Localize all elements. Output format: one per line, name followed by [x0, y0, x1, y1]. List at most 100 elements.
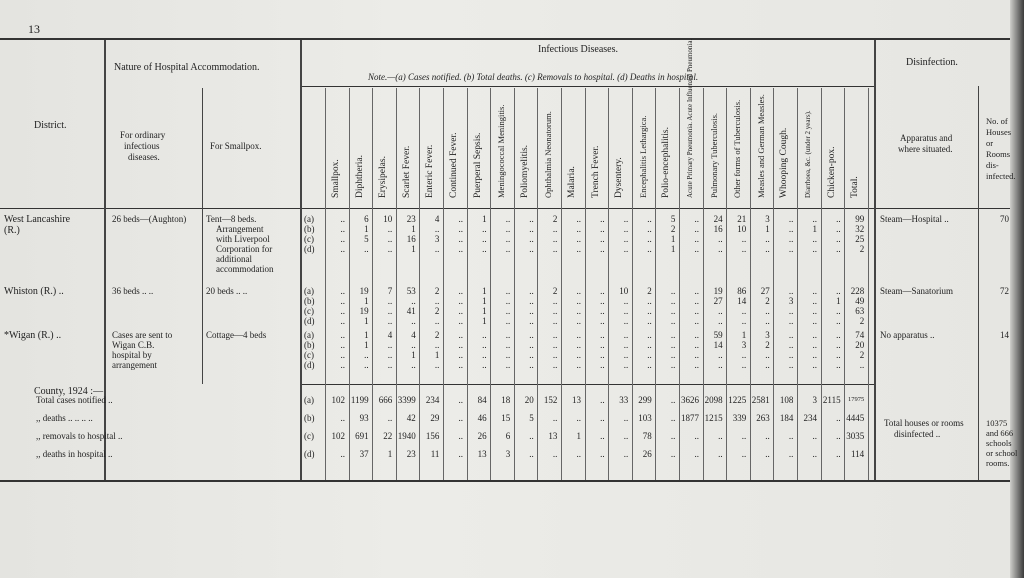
table-cell: ..: [434, 296, 440, 306]
table-cell: ..: [552, 413, 558, 423]
table-cell: 20: [524, 395, 534, 405]
table-cell: ..: [836, 234, 841, 244]
table-cell: 234: [803, 413, 818, 423]
table-cell: ..: [788, 360, 794, 370]
rule-infectious: [300, 40, 302, 480]
table-cell: 99: [855, 214, 865, 224]
table-cell: 1: [765, 224, 770, 234]
table-cell: ..: [340, 413, 346, 423]
table-cell: ..: [576, 316, 582, 326]
table-cell: ..: [482, 360, 487, 370]
table-cell: 339: [732, 413, 747, 423]
table-cell: ..: [600, 449, 605, 459]
table-cell: ..: [623, 360, 629, 370]
table-cell: 156: [425, 431, 440, 441]
table-cell: ..: [552, 224, 558, 234]
table-cell: 7: [387, 286, 393, 296]
houses-disinfected: 72: [1000, 286, 1009, 296]
table-cell: 33: [619, 395, 629, 405]
table-cell: 10: [737, 224, 747, 234]
table-cell: 2: [434, 330, 440, 340]
ordinary-accommodation: Wigan C.B.: [112, 340, 155, 350]
table-cell: 2098: [704, 395, 723, 405]
table-cell: ..: [434, 224, 440, 234]
table-cell: 102: [331, 431, 346, 441]
table-cell: ..: [482, 340, 487, 350]
table-cell: 3: [741, 340, 747, 350]
column-rule: [585, 88, 586, 480]
table-cell: ..: [694, 449, 700, 459]
ordinary-heading-2: infectious: [124, 141, 160, 151]
disease-heading-label: Diarrhoea, &c. (under 2 years).: [804, 110, 812, 198]
table-cell: ..: [576, 340, 582, 350]
disease-heading-label: Ophthalmia Neonatorum.: [543, 111, 554, 198]
table-cell: ..: [623, 431, 629, 441]
table-cell: ..: [670, 286, 676, 296]
table-cell: 1: [482, 214, 487, 224]
table-cell: 42: [406, 413, 416, 423]
table-cell: ..: [694, 306, 700, 316]
table-cell: ..: [788, 244, 794, 254]
table-cell: ..: [458, 350, 464, 360]
table-cell: ..: [788, 350, 794, 360]
table-cell: 114: [851, 449, 865, 459]
table-cell: ..: [505, 214, 511, 224]
table-cell: ..: [623, 316, 629, 326]
disease-heading-label: Scarlet Fever.: [401, 145, 412, 198]
table-cell: ..: [576, 296, 582, 306]
table-cell: 37: [359, 449, 369, 459]
disease-heading-label: Total.: [850, 176, 861, 198]
table-cell: 25: [855, 234, 865, 244]
houses-total-line: and 666: [986, 428, 1014, 438]
table-cell: 1: [482, 296, 487, 306]
table-cell: ..: [741, 350, 747, 360]
table-cell: ..: [482, 350, 487, 360]
table-cell: ..: [458, 431, 464, 441]
table-cell: ..: [482, 244, 487, 254]
table-cell: ..: [600, 413, 605, 423]
table-cell: 23: [406, 214, 416, 224]
table-cell: 1: [434, 350, 440, 360]
table-cell: 4445: [846, 413, 865, 423]
rule-nature-mid: [202, 88, 203, 384]
table-cell: 3: [765, 330, 770, 340]
table-cell: ..: [647, 360, 652, 370]
column-rule: [443, 88, 444, 480]
table-cell: 2: [552, 286, 558, 296]
table-cell: 16: [406, 234, 416, 244]
table-cell: 4: [434, 214, 440, 224]
table-cell: ..: [788, 234, 794, 244]
table-cell: 2: [859, 350, 865, 360]
table-cell: 1: [364, 340, 369, 350]
table-cell: ..: [600, 224, 605, 234]
table-cell: 5: [529, 413, 534, 423]
table-cell: 14: [713, 340, 723, 350]
table-cell: 103: [638, 413, 652, 423]
table-cell: ..: [694, 224, 700, 234]
table-cell: ..: [340, 296, 346, 306]
houses-heading-line: Rooms: [986, 149, 1011, 159]
table-cell: ..: [364, 350, 369, 360]
table-cell: 299: [638, 395, 652, 405]
table-cell: 3: [505, 449, 511, 459]
county-row-label: ,, removals to hospital ..: [36, 431, 123, 441]
table-cell: ..: [670, 350, 676, 360]
table-cell: ..: [458, 413, 464, 423]
table-cell: 1: [364, 224, 369, 234]
table-cell: ..: [364, 244, 369, 254]
disease-heading-0: Smallpox.: [329, 86, 343, 208]
table-cell: ..: [741, 449, 747, 459]
disease-heading-15: Acute Primary Pneumonia. Acute Influenza…: [683, 39, 697, 208]
table-cell: ..: [836, 360, 841, 370]
disease-heading-5: Continued Fever.: [447, 86, 461, 208]
table-cell: ..: [670, 316, 676, 326]
table-cell: ..: [552, 350, 558, 360]
apparatus-heading-1: Apparatus and: [900, 133, 953, 143]
table-cell: 5: [670, 214, 676, 224]
table-cell: 10: [619, 286, 629, 296]
table-cell: ..: [600, 340, 605, 350]
table-cell: 1: [364, 296, 369, 306]
table-cell: ..: [552, 316, 558, 326]
disease-heading-19: Whooping Cough.: [777, 86, 791, 208]
table-cell: ..: [576, 360, 582, 370]
